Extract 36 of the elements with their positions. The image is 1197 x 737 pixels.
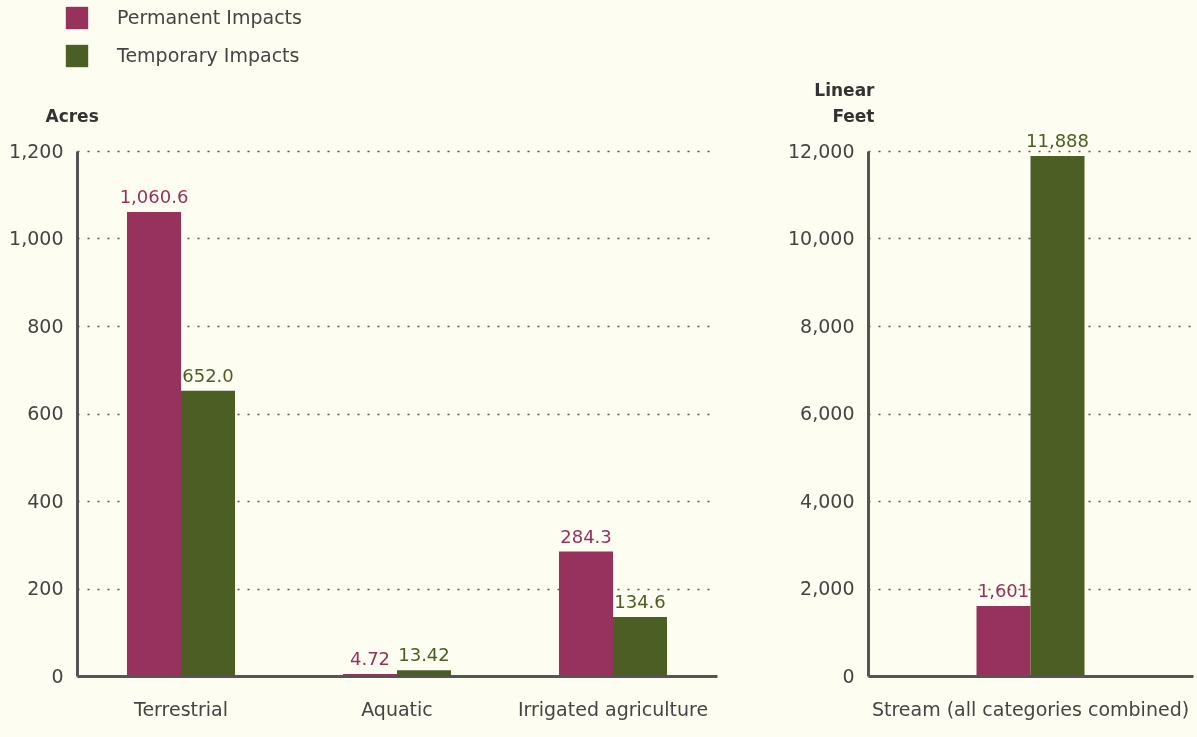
y-tick-label: 4,000 [800,489,855,512]
y-tick-label: 6,000 [800,402,855,424]
bar [613,617,667,676]
y-tick-label: 2,000 [800,577,855,599]
bar [397,670,451,676]
x-tick-label: Irrigated agriculture [517,697,709,720]
y-tick-label: 8,000 [800,314,855,337]
y-axis-title: Acres [45,105,99,126]
data-label: 284.3 [560,525,612,547]
y-axis-title: Linear Feet [814,79,876,126]
y-tick-label: 10,000 [788,227,855,249]
y-tick-label: 12,000 [788,139,855,162]
y-tick-label: 0 [51,664,64,687]
bar [559,551,613,676]
y-tick-label: 800 [27,314,64,337]
y-tick-label: 1,000 [9,227,64,249]
data-label: 11,888 [1026,129,1089,151]
bar [127,211,181,676]
legend-label: Temporary Impacts [116,44,300,66]
data-label: 4.72 [349,647,391,669]
y-tick-label: 200 [27,577,64,599]
data-label: 1,060.6 [119,185,189,207]
bar [181,390,235,676]
y-tick-label: 400 [27,489,64,512]
x-tick-label: Stream (all categories combined) [871,697,1190,720]
x-tick-label: Terrestrial [133,697,228,720]
bar [343,673,397,676]
data-label: 652.0 [182,364,234,386]
y-tick-label: 0 [842,664,855,687]
data-label: 134.6 [614,591,666,613]
x-tick-label: Aquatic [361,697,433,720]
data-label: 13.42 [398,644,450,666]
legend-label: Permanent Impacts [117,6,302,28]
data-label: 1,601 [977,579,1030,601]
y-tick-label: 600 [27,402,64,424]
y-tick-label: 1,200 [9,139,64,162]
